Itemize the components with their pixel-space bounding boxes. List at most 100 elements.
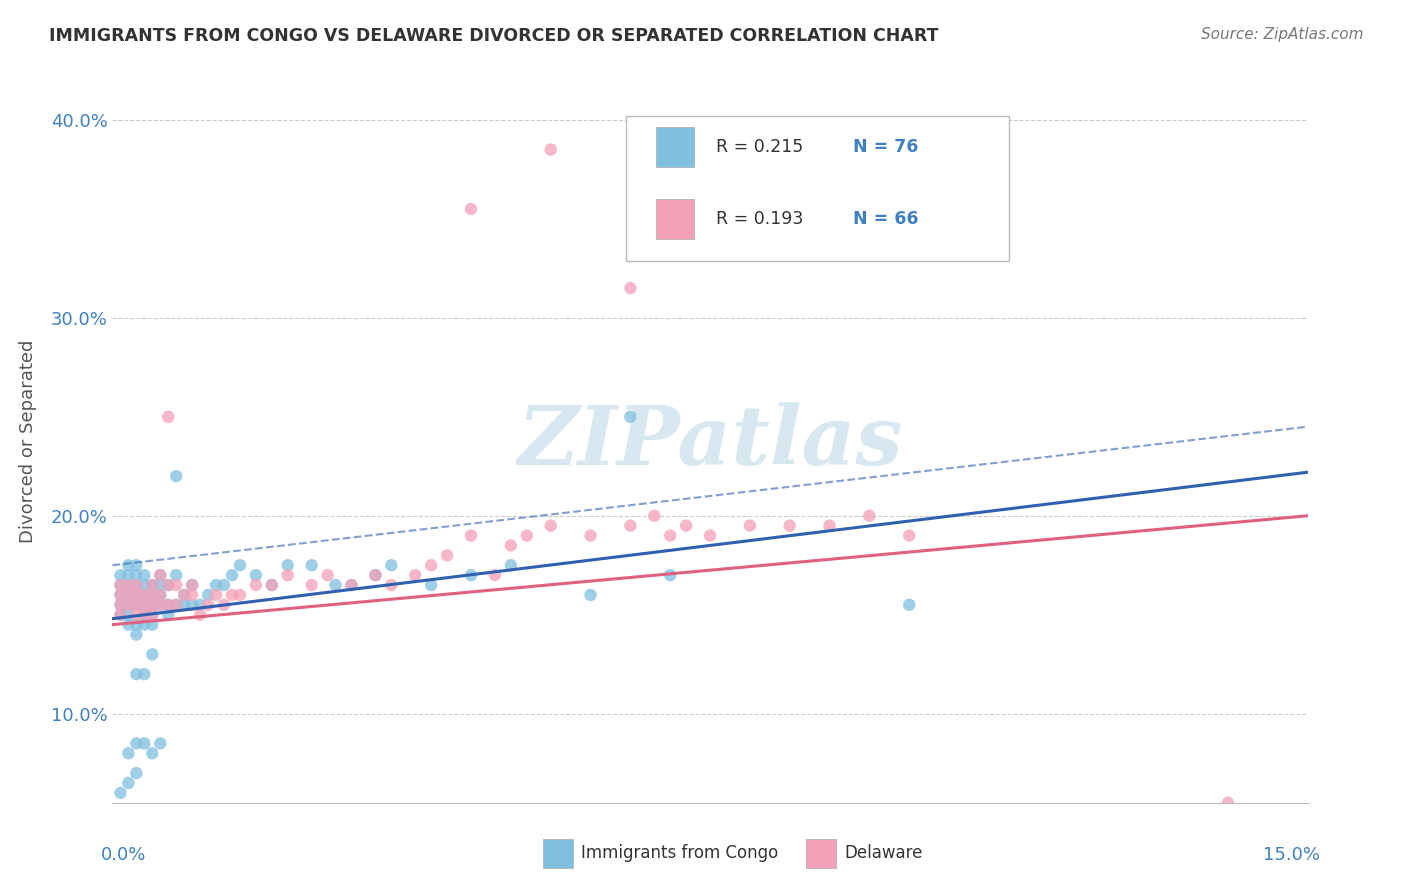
Point bbox=[157, 578, 180, 592]
Point bbox=[364, 568, 387, 582]
Point bbox=[173, 598, 195, 612]
Point bbox=[301, 558, 323, 573]
Point bbox=[110, 578, 132, 592]
Point bbox=[141, 607, 163, 622]
Point bbox=[110, 568, 132, 582]
Text: 0.0%: 0.0% bbox=[101, 847, 146, 864]
Point bbox=[141, 588, 163, 602]
Point bbox=[818, 518, 841, 533]
Point bbox=[165, 598, 187, 612]
Point bbox=[125, 598, 148, 612]
Point bbox=[125, 588, 148, 602]
Text: Immigrants from Congo: Immigrants from Congo bbox=[581, 845, 778, 863]
Point bbox=[659, 528, 682, 542]
Point bbox=[229, 558, 252, 573]
Point bbox=[277, 568, 299, 582]
Point bbox=[141, 598, 163, 612]
Text: N = 66: N = 66 bbox=[853, 211, 920, 228]
Point bbox=[165, 469, 187, 483]
Point bbox=[149, 568, 172, 582]
Point bbox=[316, 568, 339, 582]
Point bbox=[141, 648, 163, 662]
Point bbox=[117, 607, 139, 622]
Point bbox=[197, 588, 219, 602]
Point bbox=[149, 598, 172, 612]
Point bbox=[125, 766, 148, 780]
Text: Source: ZipAtlas.com: Source: ZipAtlas.com bbox=[1201, 27, 1364, 42]
Point bbox=[134, 617, 156, 632]
Point bbox=[110, 588, 132, 602]
Point bbox=[110, 786, 132, 800]
Point bbox=[181, 588, 204, 602]
Point bbox=[141, 617, 163, 632]
Point bbox=[110, 588, 132, 602]
Bar bbox=[806, 838, 835, 868]
Point bbox=[157, 598, 180, 612]
Point bbox=[436, 549, 458, 563]
Text: R = 0.215: R = 0.215 bbox=[716, 138, 803, 156]
Point bbox=[643, 508, 665, 523]
Point bbox=[301, 578, 323, 592]
Point bbox=[380, 578, 402, 592]
Point bbox=[173, 588, 195, 602]
Point bbox=[499, 558, 522, 573]
Point bbox=[221, 588, 243, 602]
Point bbox=[125, 558, 148, 573]
Point bbox=[134, 588, 156, 602]
Point bbox=[157, 409, 180, 424]
Point bbox=[205, 588, 228, 602]
Point bbox=[380, 558, 402, 573]
Point bbox=[117, 617, 139, 632]
Point bbox=[134, 578, 156, 592]
Point bbox=[134, 607, 156, 622]
Point bbox=[340, 578, 363, 592]
Point bbox=[134, 598, 156, 612]
Point bbox=[117, 568, 139, 582]
Text: IMMIGRANTS FROM CONGO VS DELAWARE DIVORCED OR SEPARATED CORRELATION CHART: IMMIGRANTS FROM CONGO VS DELAWARE DIVORC… bbox=[49, 27, 939, 45]
Point bbox=[125, 588, 148, 602]
Bar bbox=[543, 838, 572, 868]
Point bbox=[157, 598, 180, 612]
Point bbox=[675, 518, 697, 533]
Point bbox=[117, 747, 139, 761]
Point bbox=[173, 588, 195, 602]
Point bbox=[134, 598, 156, 612]
Point bbox=[181, 578, 204, 592]
Point bbox=[134, 667, 156, 681]
Point bbox=[579, 528, 602, 542]
Point bbox=[325, 578, 347, 592]
Point bbox=[149, 568, 172, 582]
Point bbox=[149, 588, 172, 602]
Point bbox=[181, 598, 204, 612]
Point bbox=[141, 578, 163, 592]
Point bbox=[125, 617, 148, 632]
Point bbox=[117, 578, 139, 592]
Y-axis label: Divorced or Separated: Divorced or Separated bbox=[18, 340, 37, 543]
Point bbox=[619, 281, 641, 295]
Point bbox=[117, 588, 139, 602]
Point bbox=[117, 558, 139, 573]
Point bbox=[540, 518, 562, 533]
Point bbox=[404, 568, 426, 582]
Point bbox=[134, 736, 156, 750]
Point bbox=[141, 607, 163, 622]
Point bbox=[619, 518, 641, 533]
Text: 15.0%: 15.0% bbox=[1263, 847, 1320, 864]
Point bbox=[460, 202, 482, 216]
Point bbox=[117, 776, 139, 790]
Point bbox=[134, 568, 156, 582]
Point bbox=[125, 598, 148, 612]
Point bbox=[484, 568, 506, 582]
Point bbox=[110, 598, 132, 612]
Point bbox=[460, 528, 482, 542]
Point bbox=[212, 578, 235, 592]
Point bbox=[110, 598, 132, 612]
Point bbox=[125, 578, 148, 592]
Point bbox=[157, 607, 180, 622]
Point bbox=[579, 588, 602, 602]
Point bbox=[117, 588, 139, 602]
Text: R = 0.193: R = 0.193 bbox=[716, 211, 803, 228]
Point bbox=[125, 578, 148, 592]
Point bbox=[165, 568, 187, 582]
Point bbox=[141, 747, 163, 761]
